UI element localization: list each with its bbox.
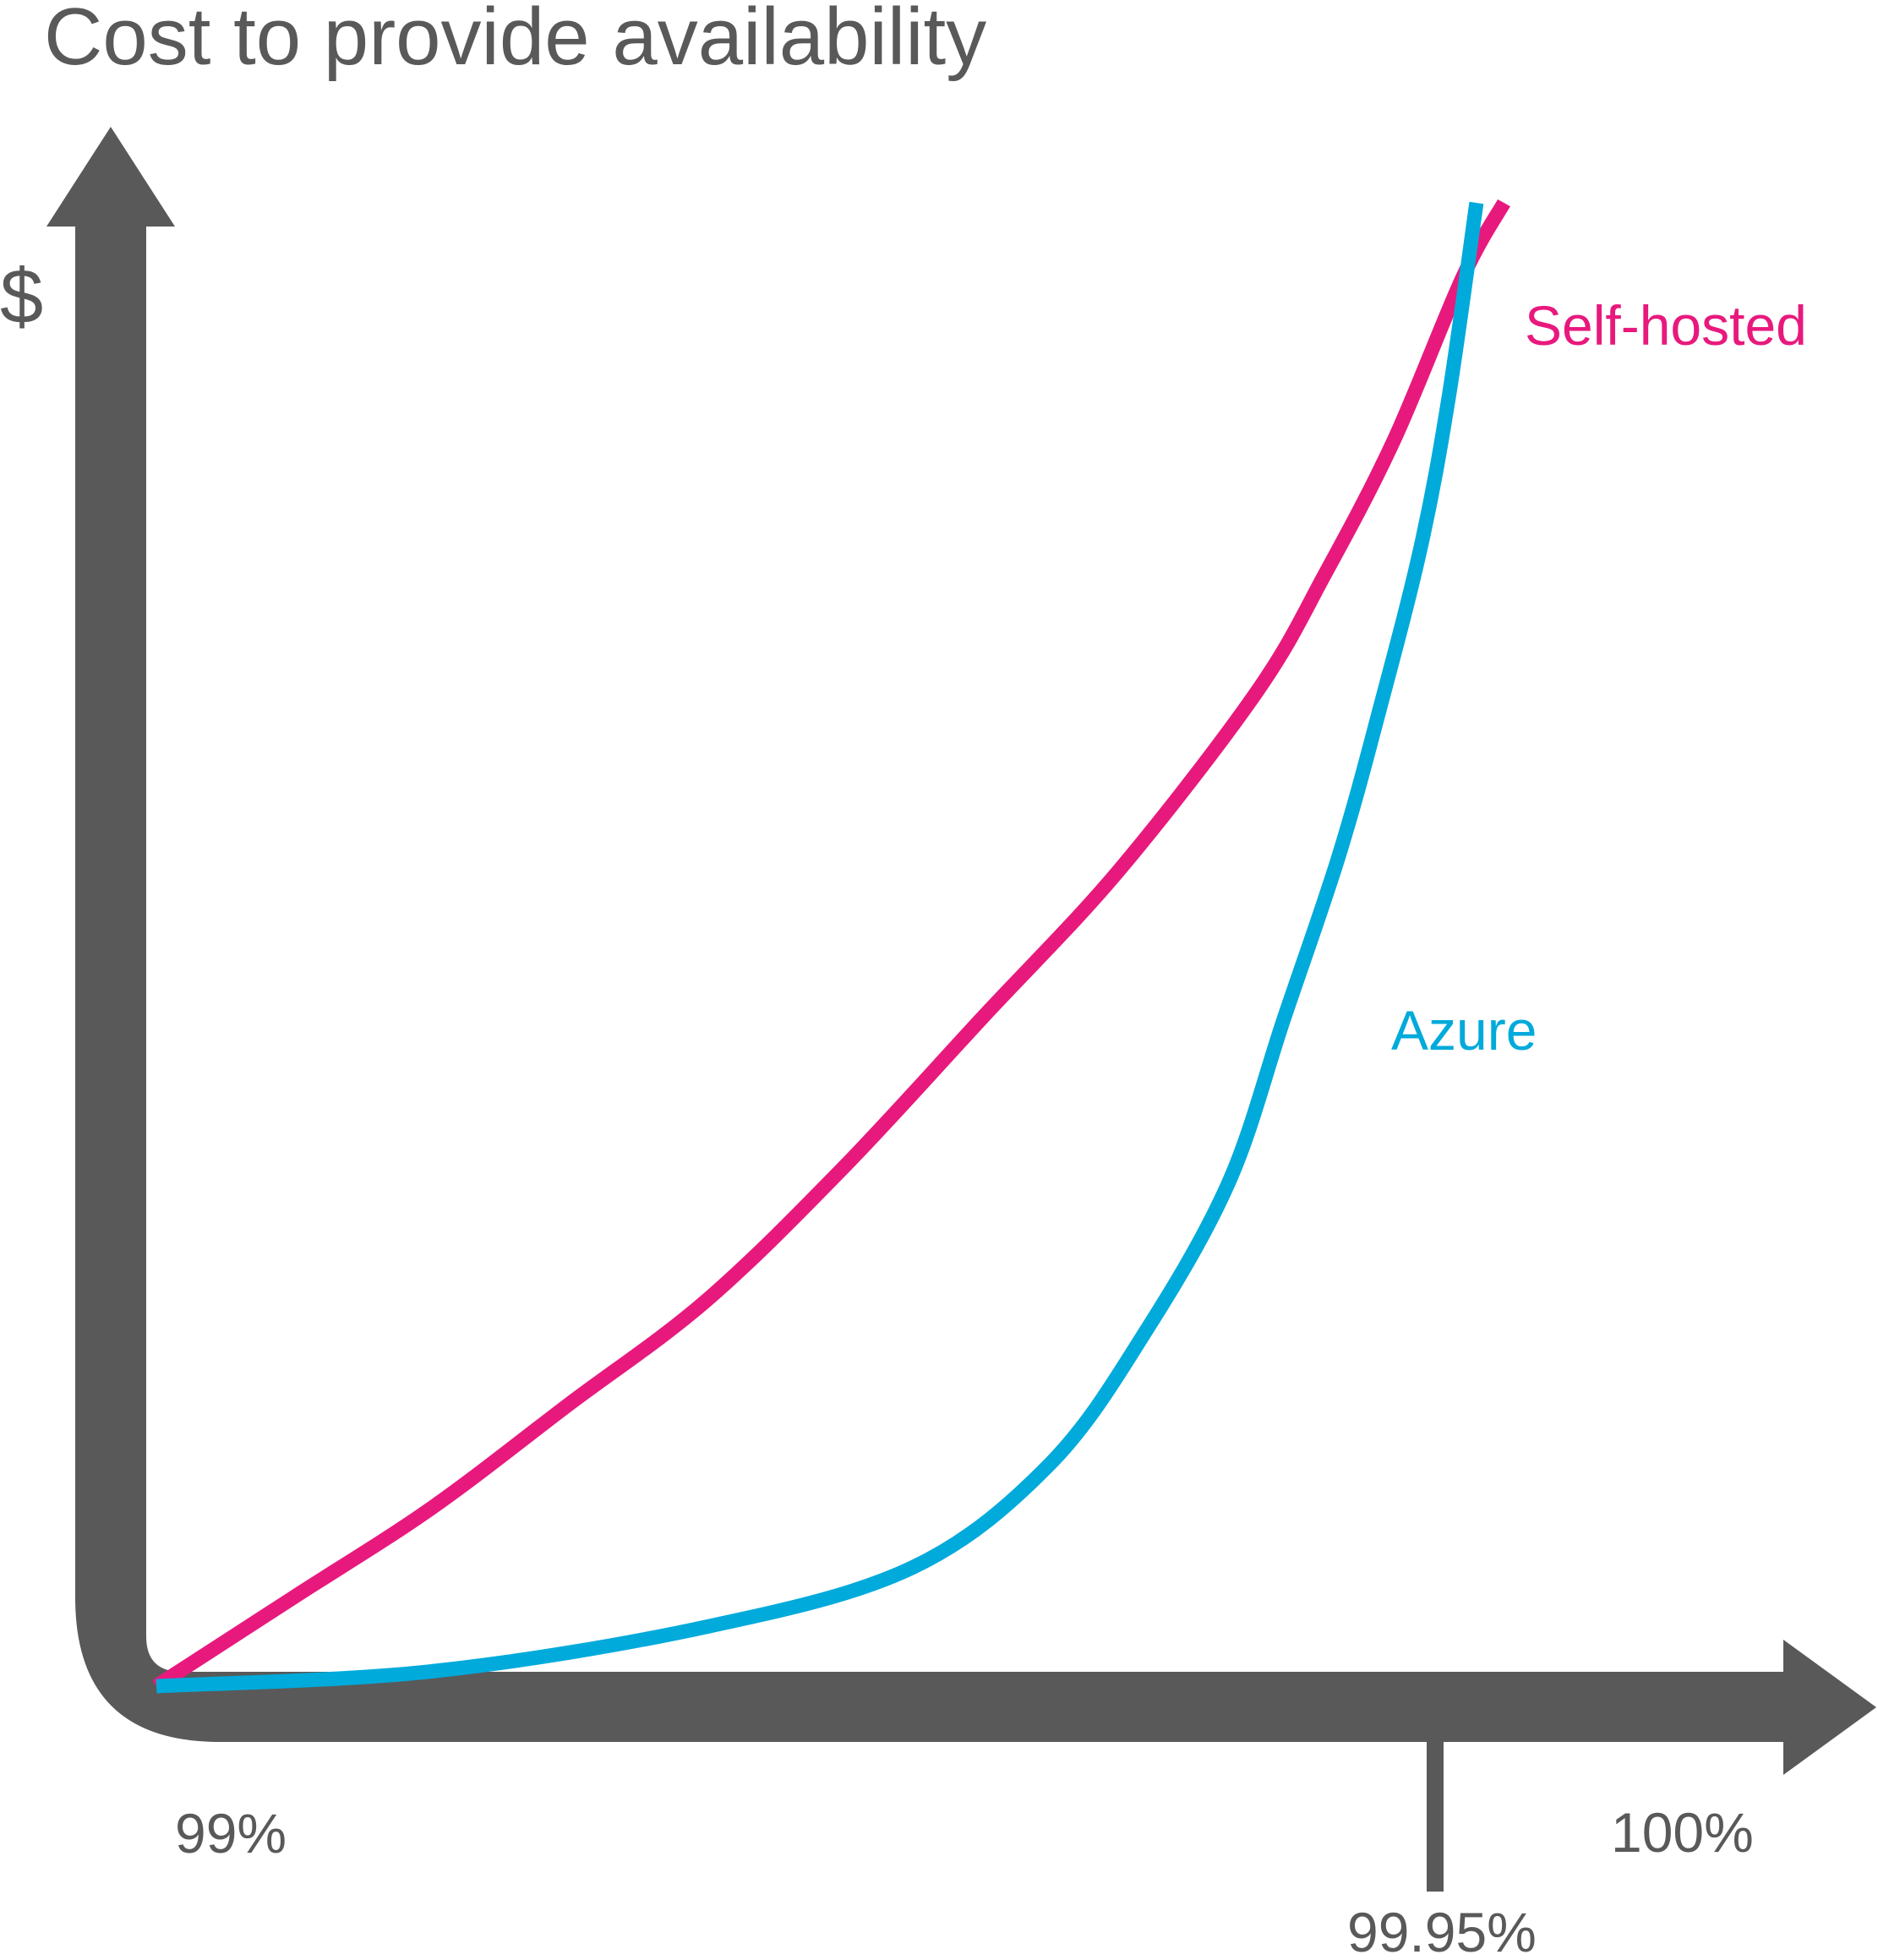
- x-tick-label-1: 99.95%: [1347, 1901, 1537, 1960]
- axis-elbow: [75, 227, 1783, 1742]
- series-line-self-hosted: [152, 199, 1510, 1693]
- chart-title: Cost to provide availability: [44, 0, 986, 82]
- x-tick-label-0: 99%: [175, 1802, 287, 1864]
- y-axis-label: $: [0, 254, 43, 340]
- x-tick-label-2: 100%: [1611, 1801, 1754, 1864]
- axes: [46, 127, 1876, 1892]
- x-tick-mark-99-95: [1427, 1742, 1444, 1892]
- series-line-azure: [156, 201, 1484, 1694]
- series-labels: Self-hosted Azure: [1391, 294, 1807, 1062]
- series-label-azure: Azure: [1391, 999, 1537, 1062]
- x-tick-labels: 99% 99.95% 100%: [175, 1801, 1754, 1960]
- series-lines: [152, 199, 1510, 1694]
- x-axis-arrowhead: [1783, 1640, 1876, 1775]
- y-axis-arrowhead: [46, 127, 175, 227]
- series-label-self-hosted: Self-hosted: [1525, 294, 1807, 357]
